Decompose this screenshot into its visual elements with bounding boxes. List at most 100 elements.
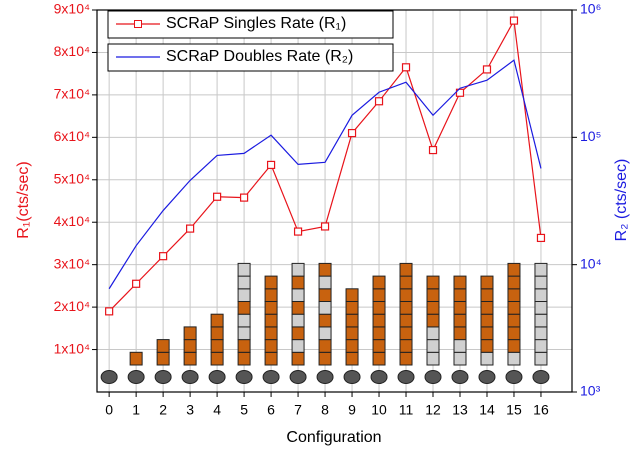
config-icon (451, 370, 469, 384)
config-icon (399, 275, 413, 290)
config-icon (399, 339, 413, 353)
config-icon (291, 351, 305, 366)
x-tick-label: 11 (399, 402, 414, 418)
config-icon (237, 275, 251, 290)
config-icon (507, 351, 521, 366)
config-icon (534, 262, 548, 277)
config-icon (534, 313, 548, 328)
config-icon (399, 262, 413, 277)
config-icon (534, 275, 548, 290)
config-icon (399, 301, 413, 315)
config-icon (372, 313, 386, 328)
point-marker (401, 63, 411, 72)
config-icon (210, 326, 224, 341)
config-icon (264, 275, 278, 290)
x-tick-label: 9 (348, 402, 356, 418)
config-icon (264, 351, 278, 366)
config-icon (289, 370, 307, 384)
config-icon (264, 339, 278, 353)
x-tick-label: 13 (452, 402, 468, 418)
config-icon (426, 339, 440, 353)
x-tick-label: 7 (294, 402, 302, 418)
config-icon (534, 351, 548, 366)
config-icon (316, 370, 334, 384)
config-icon (480, 288, 494, 302)
config-icon (291, 262, 305, 277)
config-icon (453, 313, 467, 328)
config-icon (264, 326, 278, 341)
point-marker (105, 307, 114, 316)
point-marker (455, 88, 465, 97)
config-icon (453, 288, 467, 302)
point-marker (132, 279, 141, 288)
config-icon (129, 351, 143, 366)
y-tick-label: 1x10⁴ (54, 340, 90, 356)
config-icon (345, 313, 359, 328)
config-icon (154, 370, 172, 384)
config-icon (480, 339, 494, 353)
y-tick-label: 5x10⁴ (54, 170, 90, 186)
config-icon (507, 262, 521, 277)
config-icon (372, 301, 386, 315)
config-icon (426, 301, 440, 315)
x-tick-label: 8 (321, 402, 329, 418)
x-tick-label: 2 (159, 402, 167, 418)
config-icon (372, 351, 386, 366)
config-icon (399, 313, 413, 328)
config-icon (237, 351, 251, 366)
config-icon (370, 370, 388, 384)
point-marker (266, 160, 276, 170)
y2-tick-label: 10⁵ (580, 128, 601, 144)
config-icon (264, 301, 278, 315)
x-tick-label: 16 (533, 402, 549, 418)
config-icon (183, 339, 197, 353)
legend-label: SCRaP Singles Rate (R₁) (166, 15, 346, 32)
config-icon (343, 370, 361, 384)
x-tick-label: 5 (240, 402, 248, 418)
legend-swatch (134, 20, 142, 28)
config-icon (372, 326, 386, 341)
config-icon (507, 301, 521, 315)
point-marker (482, 65, 492, 74)
config-icon (372, 288, 386, 302)
config-icon (237, 288, 251, 302)
config-icon (426, 351, 440, 366)
y2-tick-label: 10³ (580, 383, 601, 399)
point-marker (293, 227, 303, 236)
config-icon (183, 326, 197, 341)
config-icon (453, 275, 467, 290)
config-icon (210, 351, 224, 366)
series-line (108, 59, 542, 290)
config-icon (127, 370, 145, 384)
plot-frame (96, 9, 573, 393)
config-icon (480, 275, 494, 290)
config-icon (318, 339, 332, 353)
y2-tick-label: 10⁴ (580, 255, 602, 271)
point-marker (428, 145, 438, 155)
config-icon (156, 339, 170, 353)
config-icon (181, 370, 199, 384)
config-icon (426, 288, 440, 302)
config-icon (532, 370, 550, 384)
config-icon (507, 288, 521, 302)
config-icon (426, 313, 440, 328)
config-icon (345, 301, 359, 315)
y-tick-label: 2x10⁴ (54, 298, 90, 314)
config-icon (397, 370, 415, 384)
config-icon (507, 326, 521, 341)
legend-label: SCRaP Doubles Rate (R₂) (166, 48, 353, 65)
config-icon (210, 339, 224, 353)
config-icon (291, 339, 305, 353)
y-axis-label: R₁(cts/sec) (15, 161, 32, 238)
config-icon (318, 351, 332, 366)
point-marker (212, 192, 222, 201)
x-tick-label: 10 (371, 402, 387, 418)
config-icon (480, 351, 494, 366)
config-icon (453, 351, 467, 366)
config-icon (453, 339, 467, 353)
config-icon (453, 301, 467, 315)
x-tick-label: 15 (506, 402, 522, 418)
x-axis-label: Configuration (286, 429, 381, 446)
